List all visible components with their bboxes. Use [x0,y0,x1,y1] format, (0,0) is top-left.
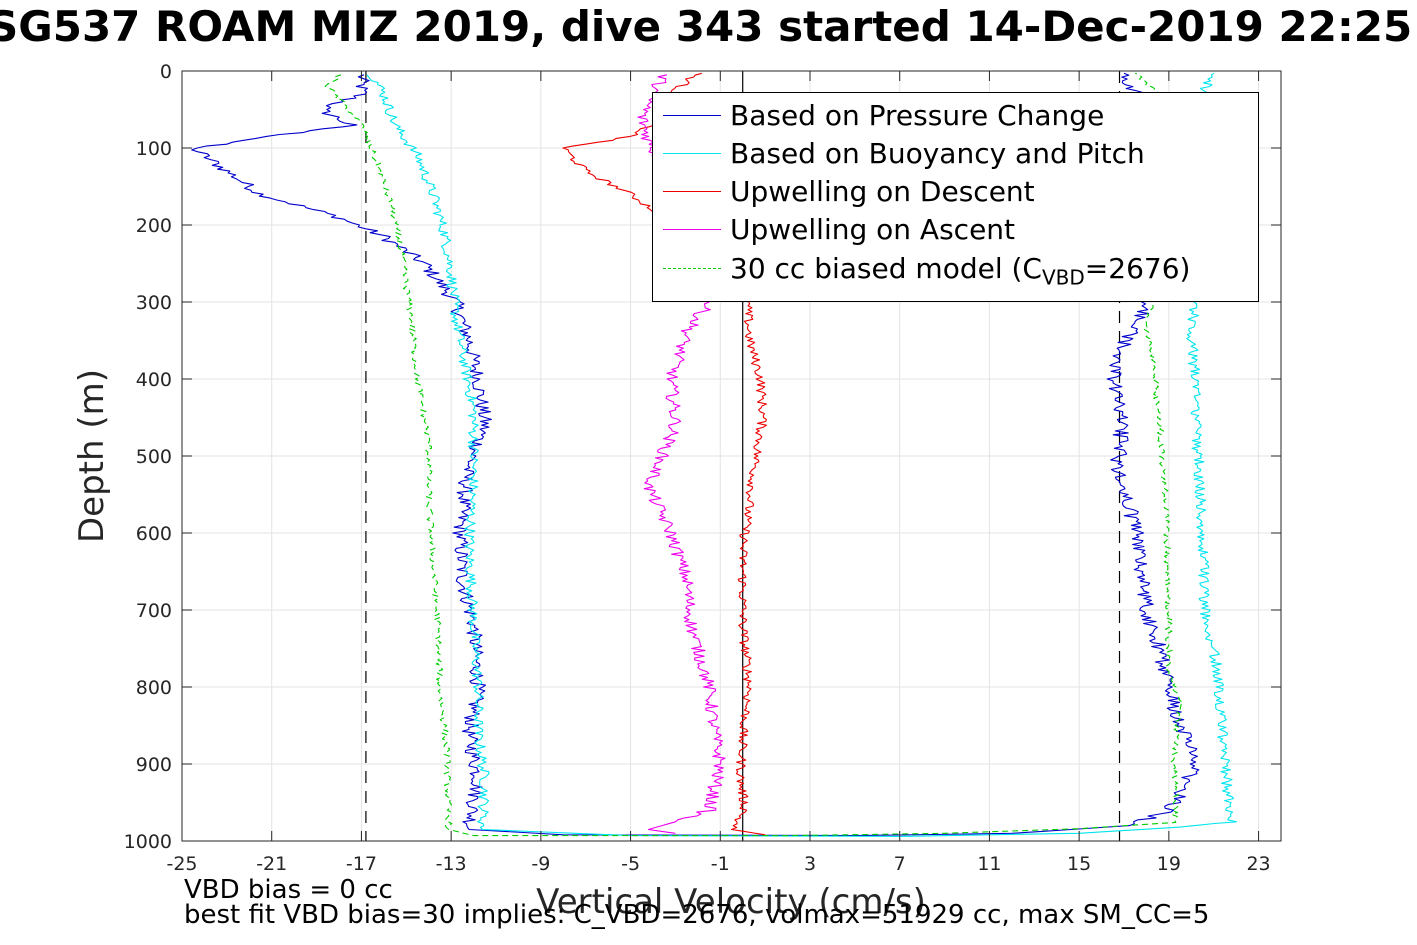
legend-swatch [663,191,721,192]
series-line-2 [562,72,768,836]
x-tick-label: -17 [346,853,377,875]
legend-label: Upwelling on Descent [730,175,1035,208]
y-tick-label: 900 [136,754,172,776]
x-tick-label: 7 [894,853,906,875]
y-tick-label: 500 [136,446,172,468]
tick-labels: -25 -21 -17 -13 -9 -5 -1 3 7 11 15 19 23010020030040… [124,61,1271,875]
legend-item-upwelling-descent: Upwelling on Descent [653,173,1258,211]
vbd-bias-note: VBD bias = 0 cc [184,875,393,905]
series-line-4 [324,72,1184,837]
x-tick-label: 15 [1067,853,1091,875]
legend-swatch [663,268,721,269]
y-tick-label: 600 [136,523,172,545]
x-axis-label: Vertical Velocity (cm/s) [536,882,926,922]
x-tick-label: -9 [531,853,550,875]
x-tick-label: -13 [436,853,467,875]
legend-swatch [663,229,721,230]
legend-item-biased-model: 30 cc biased model (CVBD=2676) [653,250,1258,290]
y-axis-label: Depth (m) [72,369,112,543]
chart-title: SG537 ROAM MIZ 2019, dive 343 started 14… [0,2,1413,51]
x-tick-label: 23 [1246,853,1270,875]
legend-item-upwelling-ascent: Upwelling on Ascent [653,211,1258,249]
best-fit-note: best fit VBD bias=30 implies: C_VBD=2676… [184,900,1210,930]
y-tick-label: 100 [136,138,172,160]
x-tick-label: -1 [711,853,730,875]
y-tick-label: 1000 [124,831,172,853]
x-tick-label: 11 [977,853,1001,875]
legend-label: Upwelling on Ascent [730,213,1016,246]
x-tick-label: -25 [166,853,197,875]
legend-label-subscript: VBD [1041,265,1085,290]
y-tick-label: 300 [136,292,172,314]
y-tick-label: 700 [136,600,172,622]
x-tick-label: 3 [804,853,816,875]
legend-label-main: 30 cc biased model (C [730,252,1042,285]
x-tick-label: -21 [256,853,287,875]
legend-label-tail: =2676) [1084,252,1191,285]
y-tick-label: 200 [136,215,172,237]
legend-label: Based on Buoyancy and Pitch [730,137,1145,170]
legend-label: Based on Pressure Change [730,99,1105,132]
x-tick-label: -5 [621,853,640,875]
axis-ticks [181,70,1281,842]
series-line-0 [191,72,1200,837]
legend-swatch [663,153,721,154]
y-tick-label: 400 [136,369,172,391]
y-tick-label: 0 [160,61,172,83]
legend-item-buoyancy: Based on Buoyancy and Pitch [653,135,1258,173]
legend-item-pressure: Based on Pressure Change [653,97,1258,135]
legend-swatch [663,115,721,116]
legend: Based on Pressure Change Based on Buoyan… [652,92,1259,302]
x-tick-label: 19 [1157,853,1181,875]
y-tick-label: 800 [136,677,172,699]
legend-label: 30 cc biased model (CVBD=2676) [730,252,1190,290]
